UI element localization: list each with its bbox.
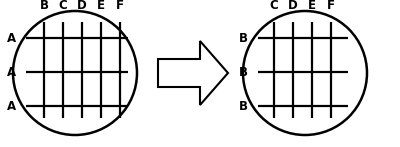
Text: B: B <box>239 100 248 112</box>
Text: D: D <box>77 0 87 12</box>
Text: F: F <box>116 0 124 12</box>
Polygon shape <box>158 41 228 105</box>
Text: B: B <box>40 0 48 12</box>
Text: D: D <box>288 0 298 12</box>
Text: A: A <box>7 31 16 45</box>
Text: B: B <box>239 31 248 45</box>
Text: E: E <box>308 0 316 12</box>
Text: A: A <box>7 66 16 78</box>
Text: F: F <box>327 0 335 12</box>
Text: B: B <box>239 66 248 78</box>
Text: A: A <box>7 100 16 112</box>
Text: E: E <box>97 0 105 12</box>
Text: C: C <box>270 0 278 12</box>
Text: C: C <box>59 0 67 12</box>
